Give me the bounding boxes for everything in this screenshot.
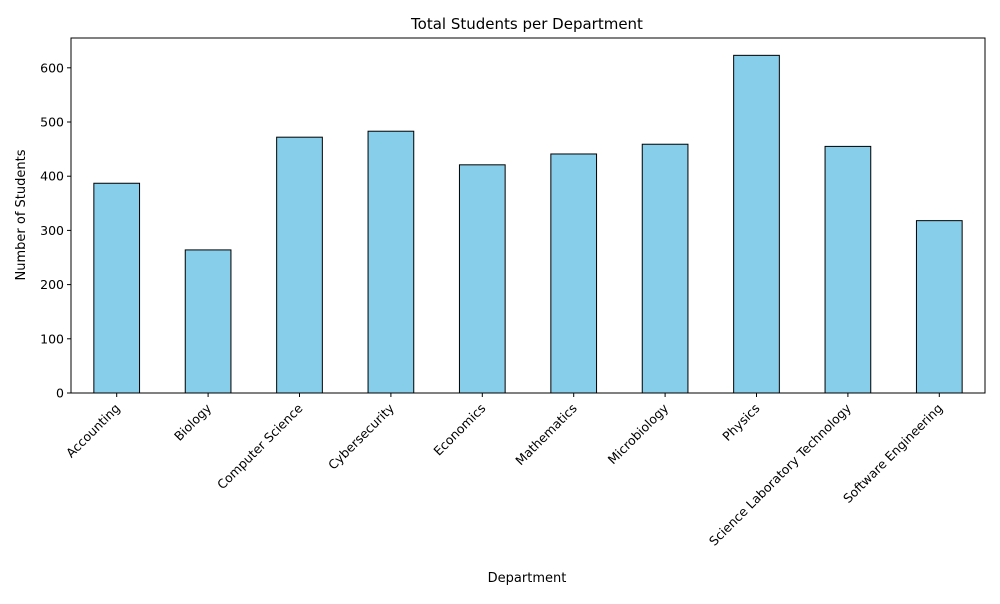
y-tick-label: 100	[40, 331, 64, 346]
bar-physics	[733, 54, 780, 394]
x-tick-label: Computer Science	[214, 400, 306, 492]
x-tick-label: Accounting	[63, 401, 123, 461]
y-tick-label: 300	[40, 223, 64, 238]
chart-title: Total Students per Department	[410, 15, 643, 33]
x-tick-label: Economics	[430, 401, 488, 459]
x-axis-label: Department	[488, 571, 567, 586]
bar-computer-science	[276, 136, 323, 394]
y-axis-label: Number of Students	[14, 149, 29, 280]
bars-layer	[93, 54, 963, 394]
bar-science-laboratory-technology	[824, 145, 872, 394]
bar-mathematics	[550, 153, 598, 394]
y-tick-label: 0	[56, 386, 64, 401]
x-tick-label: Software Engineering	[840, 401, 945, 506]
x-tick-label: Physics	[719, 401, 762, 444]
x-tick-label: Biology	[171, 400, 215, 444]
bar-accounting	[93, 182, 141, 394]
x-tick-label: Mathematics	[512, 401, 580, 469]
bar-software-engineering	[915, 220, 963, 394]
y-tick-label: 400	[40, 169, 64, 184]
bar-economics	[458, 164, 506, 394]
bar-cybersecurity	[367, 130, 415, 394]
x-tick-label: Microbiology	[605, 400, 672, 467]
bar-microbiology	[641, 143, 689, 394]
y-tick-label: 200	[40, 277, 64, 292]
bar-biology	[184, 249, 232, 394]
x-tick-label: Science Laboratory Technology	[706, 400, 855, 549]
x-tick-label: Cybersecurity	[325, 400, 397, 472]
plot-frame	[70, 37, 986, 394]
y-axis-ticks: 0 100 200 300 400 500 600	[40, 60, 71, 401]
y-tick-label: 600	[40, 60, 64, 75]
x-axis-ticks: Accounting Biology Computer Science Cyberse…	[63, 393, 945, 549]
y-tick-label: 500	[40, 115, 64, 130]
